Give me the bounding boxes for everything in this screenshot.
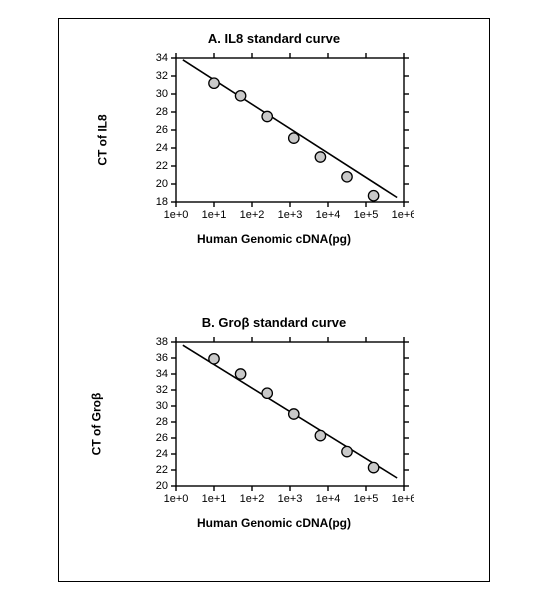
panel-b-xlabel: Human Genomic cDNA(pg)	[59, 516, 489, 530]
panel-grob: B. Groβ standard curve 20 22 24 26 28 30 32 34 3…	[59, 309, 489, 530]
panel-a-ylabel: CT of IL8	[95, 114, 109, 165]
svg-text:18: 18	[156, 196, 168, 208]
svg-text:1e+2: 1e+2	[240, 209, 265, 221]
svg-text:1e+3: 1e+3	[278, 209, 303, 221]
svg-text:30: 30	[156, 88, 168, 100]
svg-text:24: 24	[156, 142, 168, 154]
plot-il8: 18 20 22 24 26 28 30 32 34 1e+0 1e+1 1e+2 1e+3 1e+4 1e…	[134, 50, 414, 230]
svg-text:1e+3: 1e+3	[278, 493, 303, 505]
panel-b-ylabel: CT of Groβ	[90, 393, 104, 456]
svg-text:1e+4: 1e+4	[316, 209, 341, 221]
svg-text:1e+6: 1e+6	[392, 493, 414, 505]
svg-text:32: 32	[156, 384, 168, 396]
svg-text:34: 34	[156, 52, 168, 64]
figure-frame: A. IL8 standard curve 18 20 22 24 26 28 30 32 34…	[58, 18, 490, 582]
svg-text:1e+5: 1e+5	[354, 209, 379, 221]
svg-text:36: 36	[156, 352, 168, 364]
panel-a-xlabel: Human Genomic cDNA(pg)	[59, 232, 489, 246]
svg-text:38: 38	[156, 336, 168, 348]
svg-text:1e+1: 1e+1	[202, 209, 227, 221]
svg-text:26: 26	[156, 432, 168, 444]
svg-text:22: 22	[156, 160, 168, 172]
panel-a-title: A. IL8 standard curve	[59, 31, 489, 46]
panel-b-title: B. Groβ standard curve	[59, 315, 489, 330]
svg-text:26: 26	[156, 124, 168, 136]
svg-text:34: 34	[156, 368, 168, 380]
svg-text:24: 24	[156, 448, 168, 460]
page: A. IL8 standard curve 18 20 22 24 26 28 30 32 34…	[0, 0, 540, 600]
svg-text:20: 20	[156, 480, 168, 492]
svg-text:20: 20	[156, 178, 168, 190]
svg-text:1e+0: 1e+0	[164, 209, 189, 221]
svg-text:32: 32	[156, 70, 168, 82]
plot-grob: 20 22 24 26 28 30 32 34 36 38 1e+0 1e+1 1e+2 1e+3 1e+4…	[134, 334, 414, 514]
svg-text:1e+6: 1e+6	[392, 209, 414, 221]
svg-text:1e+0: 1e+0	[164, 493, 189, 505]
svg-text:1e+1: 1e+1	[202, 493, 227, 505]
svg-text:22: 22	[156, 464, 168, 476]
panel-il8: A. IL8 standard curve 18 20 22 24 26 28 30 32 34…	[59, 25, 489, 246]
plot-il8-wrap: 18 20 22 24 26 28 30 32 34 1e+0 1e+1 1e+2 1e+3 1e+4 1e…	[134, 50, 414, 230]
plot-grob-wrap: 20 22 24 26 28 30 32 34 36 38 1e+0 1e+1 1e+2 1e+3 1e+4…	[134, 334, 414, 514]
svg-text:1e+4: 1e+4	[316, 493, 341, 505]
svg-text:28: 28	[156, 106, 168, 118]
svg-text:1e+2: 1e+2	[240, 493, 265, 505]
svg-text:28: 28	[156, 416, 168, 428]
svg-text:1e+5: 1e+5	[354, 493, 379, 505]
svg-text:30: 30	[156, 400, 168, 412]
